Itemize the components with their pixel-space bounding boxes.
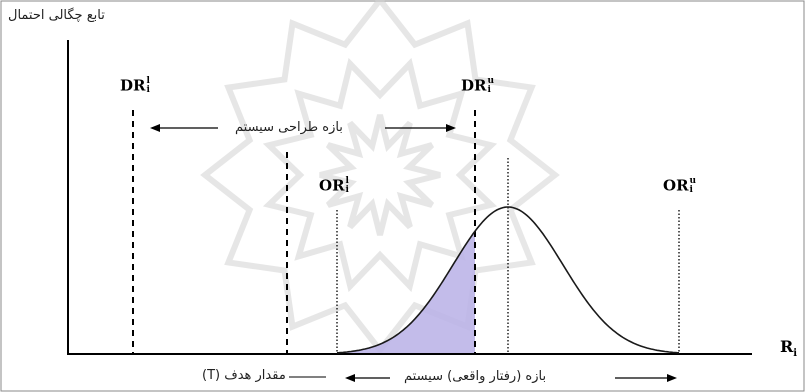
design-lower-limit-label: DR l i <box>120 76 150 96</box>
actual-range-arrowhead-left <box>345 374 355 382</box>
operating-lower-limit-label: OR l i <box>319 176 349 196</box>
actual-range-label: بازه (رفتار واقعی) سیستم <box>404 369 547 384</box>
design-range-label: بازه طراحی سیستم <box>235 120 343 135</box>
x-axis-label: Ri <box>780 337 798 359</box>
watermark-star-shape <box>200 0 560 355</box>
operating-upper-limit-label: OR u i <box>663 176 697 196</box>
shaded-area <box>337 231 475 354</box>
target-value-label: مقدار هدف (T) <box>202 368 286 383</box>
design-range-arrowhead-right <box>446 124 456 132</box>
actual-range-arrowhead-right <box>667 374 677 382</box>
probability-density-curve <box>336 206 680 354</box>
watermark-star-shape <box>319 114 441 236</box>
design-range-arrowhead-left <box>150 124 160 132</box>
star-pattern-watermark <box>200 0 560 355</box>
y-axis-label: تابع چگالی احتمال <box>8 8 105 23</box>
watermark-star-shape <box>262 57 498 293</box>
design-upper-limit-label: DR u i <box>461 76 495 96</box>
